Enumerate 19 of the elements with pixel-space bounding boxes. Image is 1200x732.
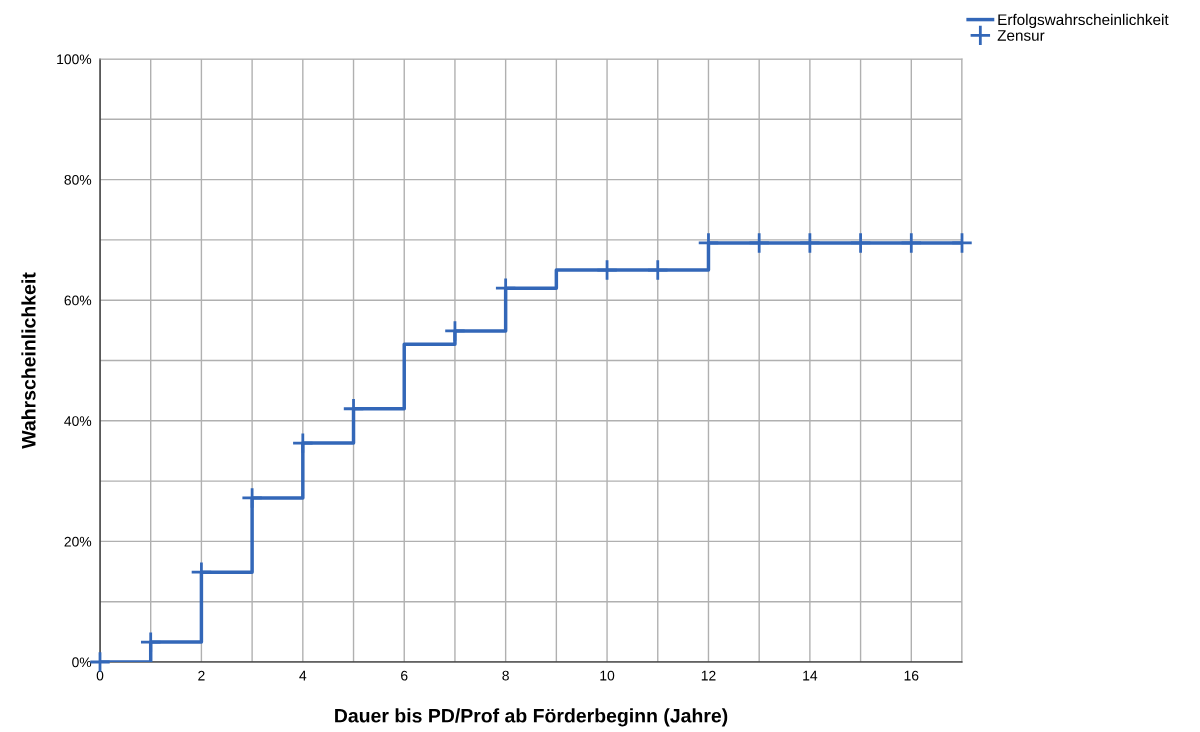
x-tick-label: 12: [701, 670, 716, 681]
y-tick-label: 60%: [64, 295, 92, 306]
x-tick-label: 8: [502, 670, 509, 681]
y-tick-label: 40%: [64, 416, 92, 426]
x-axis-title: Dauer bis PD/Prof ab Förderbeginn (Jahre): [335, 708, 728, 727]
x-tick-label: 0: [96, 670, 104, 681]
y-tick-label: 100%: [57, 54, 92, 65]
y-tick-label: 80%: [64, 174, 92, 185]
x-tick-label: 6: [401, 670, 408, 681]
legend-label: Zensur: [997, 30, 1045, 41]
x-tick-label: 2: [198, 670, 205, 681]
y-tick-label: 20%: [64, 536, 92, 547]
legend-label: Erfolgswahrscheinlichkeit: [998, 13, 1169, 29]
x-tick-label: 14: [803, 670, 818, 681]
x-tick-label: 10: [600, 670, 615, 681]
x-tick-label: 16: [904, 670, 919, 681]
y-tick-label: 0%: [72, 657, 92, 668]
y-axis-title: Wahrscheinlichkeit: [21, 272, 36, 449]
x-tick-label: 4: [299, 670, 307, 681]
